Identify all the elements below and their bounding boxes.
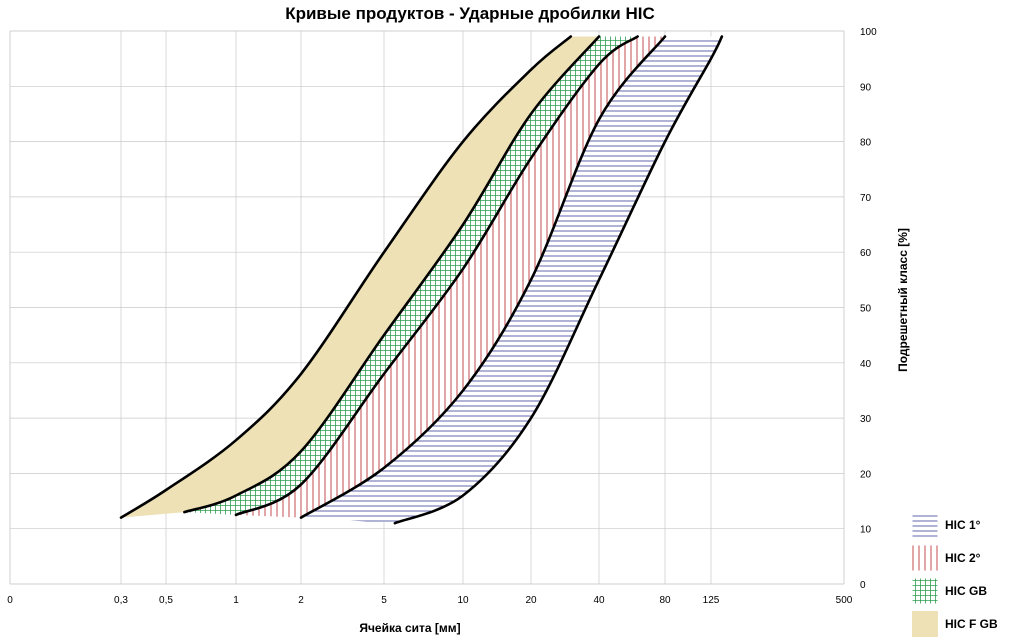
y-tick-labels: 0 10 20 30 40 50 60 70 80 90 100: [860, 27, 877, 591]
y-tick-label: 20: [860, 469, 872, 480]
x-tick-label: 10: [457, 595, 469, 606]
band-hic-f-gb: [121, 36, 599, 518]
legend-label: HIC 2°: [945, 551, 981, 565]
y-tick-label: 80: [860, 138, 872, 149]
x-tick-labels: 0 0,3 0,5 1 2 5 10 20 40 80 125 500: [7, 595, 853, 606]
legend-label: HIC GB: [945, 584, 987, 598]
y-tick-label: 30: [860, 414, 872, 425]
x-tick-label: 40: [593, 595, 605, 606]
boundary-curve: [234, 35, 639, 517]
x-tick-label: 20: [525, 595, 537, 606]
y-tick-label: 40: [860, 359, 872, 370]
legend-swatch: [911, 577, 939, 605]
legend: HIC 1° HIC 2° HIC GB HIC F GB: [911, 511, 998, 637]
y-tick-label: 60: [860, 248, 872, 259]
band-hic-1-: [301, 36, 722, 524]
y-tick-label: 50: [860, 304, 872, 315]
legend-label: HIC 1°: [945, 518, 981, 532]
boundary-curve: [119, 35, 573, 519]
y-axis-label: Подрешетный класс [%]: [896, 228, 910, 372]
x-tick-label: 125: [703, 595, 720, 606]
x-tick-label: 0: [7, 595, 13, 606]
x-tick-label: 0,5: [159, 595, 173, 606]
legend-label: HIC F GB: [945, 617, 998, 631]
y-tick-label: 70: [860, 193, 872, 204]
y-tick-label: 10: [860, 525, 872, 536]
boundary-curves: [119, 35, 724, 525]
x-tick-label: 2: [298, 595, 304, 606]
y-tick-label: 0: [860, 580, 866, 591]
x-tick-label: 80: [659, 595, 671, 606]
x-tick-label: 500: [836, 595, 853, 606]
boundary-curve: [393, 35, 724, 525]
boundary-curve: [299, 35, 667, 519]
x-tick-label: 5: [381, 595, 387, 606]
y-tick-label: 90: [860, 82, 872, 93]
band-hic-gb: [184, 36, 638, 515]
x-tick-label: 0,3: [114, 595, 128, 606]
legend-swatch: [912, 611, 938, 637]
legend-swatch: [911, 544, 939, 572]
band-hic-2-: [236, 36, 665, 518]
x-tick-label: 1: [233, 595, 239, 606]
x-axis-label: Ячейка сита [мм]: [359, 621, 460, 635]
band-areas: [121, 36, 722, 524]
y-tick-label: 100: [860, 27, 877, 38]
chart-title: Кривые продуктов - Ударные дробилки HIC: [285, 4, 655, 23]
boundary-curve: [183, 35, 601, 514]
legend-swatch: [911, 511, 939, 539]
